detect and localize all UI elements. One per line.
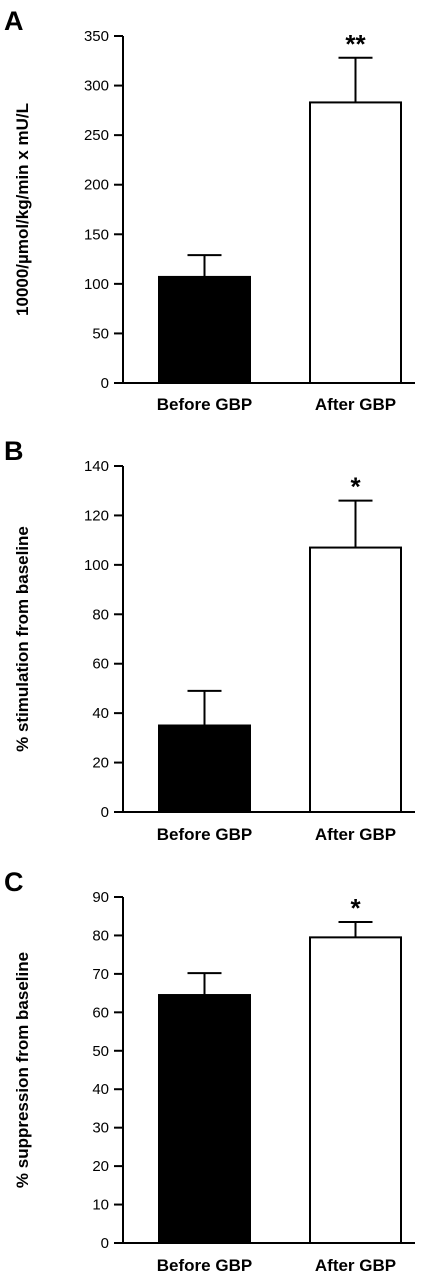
y-tick-label-c: 20 [92,1158,109,1175]
y-tick-label-a: 250 [84,127,109,144]
panel-letter-b: B [4,436,24,466]
y-tick-label-b: 120 [84,507,109,524]
chart-panel-a: A 10000/µmol/kg/min x mU/L 0 50 100 150 200 250… [4,6,415,414]
significance-mark-b: * [350,472,361,502]
y-tick-label-b: 20 [92,755,109,772]
bar-before-b [158,724,251,813]
category-label-a: After GBP [315,395,396,414]
y-tick-label-c: 0 [101,1235,109,1252]
category-label-c: Before GBP [157,1256,252,1275]
y-tick-label-b: 0 [101,804,109,821]
significance-mark-a: ** [345,29,366,59]
y-tick-label-a: 200 [84,177,109,194]
chart-panel-c: C % suppression from baseline 0 10 20 30 40 50 6… [4,867,415,1275]
bar-after-c [309,936,402,1244]
bar-after-a [309,101,402,384]
y-tick-label-c: 90 [92,889,109,906]
y-tick-label-c: 30 [92,1120,109,1137]
panel-letter-c: C [4,867,24,897]
chart-panel-b: B % stimulation from baseline 0 20 40 60 80 100… [4,436,415,844]
y-axis-label-c: % suppression from baseline [13,952,32,1188]
y-tick-label-a: 50 [92,325,109,342]
y-tick-label-c: 70 [92,966,109,983]
y-tick-label-b: 60 [92,656,109,673]
category-label-a: Before GBP [157,395,252,414]
y-tick-label-a: 100 [84,276,109,293]
category-label-b: Before GBP [157,825,252,844]
bar-before-c [158,994,251,1244]
y-axis-label-a: 10000/µmol/kg/min x mU/L [13,103,32,316]
bar-before-a [158,275,251,384]
y-tick-label-c: 60 [92,1004,109,1021]
y-tick-label-c: 10 [92,1197,109,1214]
bar-after-b [309,546,402,813]
y-tick-label-a: 300 [84,78,109,95]
y-tick-label-a: 150 [84,226,109,243]
y-tick-label-c: 40 [92,1081,109,1098]
y-tick-label-a: 0 [101,375,109,392]
y-tick-label-a: 350 [84,28,109,45]
category-label-c: After GBP [315,1256,396,1275]
y-tick-label-c: 80 [92,927,109,944]
y-tick-label-b: 80 [92,606,109,623]
category-label-b: After GBP [315,825,396,844]
y-tick-label-b: 40 [92,705,109,722]
y-tick-label-b: 140 [84,458,109,475]
y-tick-label-b: 100 [84,557,109,574]
y-tick-label-c: 50 [92,1043,109,1060]
significance-mark-c: * [350,893,361,923]
panel-letter-a: A [4,6,24,36]
y-axis-label-b: % stimulation from baseline [13,526,32,752]
